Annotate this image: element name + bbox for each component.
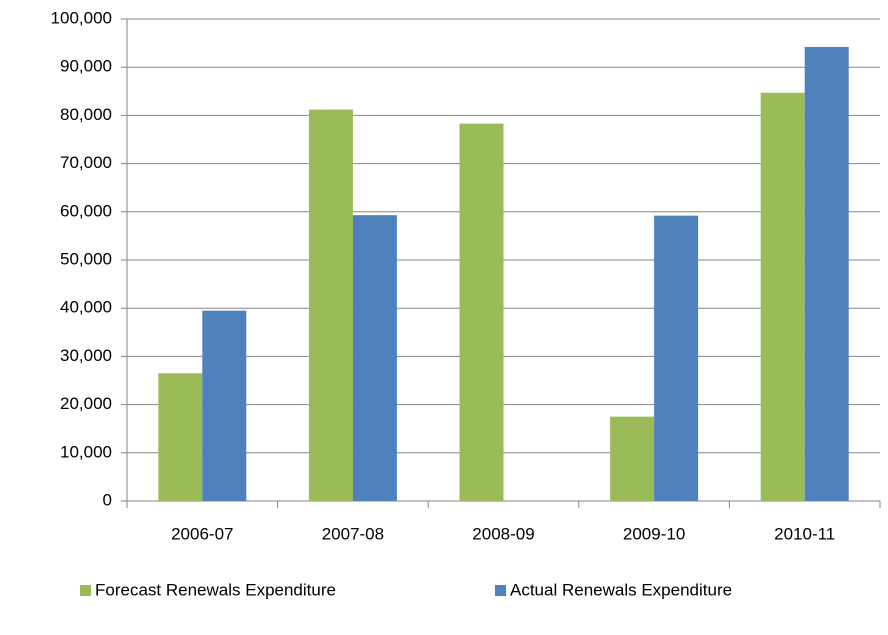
bar [760,92,805,501]
y-tick-label: 40,000 [60,298,112,317]
bar [459,123,504,502]
y-tick-label: 20,000 [60,394,112,413]
bar [610,416,655,501]
x-tick-label: 2009-10 [623,524,685,543]
y-tick-label: 80,000 [60,105,112,124]
legend-swatch [80,585,91,596]
y-tick-label: 50,000 [60,249,112,268]
x-tick-label: 2006-07 [171,524,233,543]
y-tick-label: 30,000 [60,346,112,365]
legend-swatch [495,585,506,596]
bar [654,215,699,501]
bar [158,373,203,501]
x-tick-label: 2007-08 [322,524,384,543]
y-tick-label: 100,000 [51,8,112,27]
x-tick-label: 2008-09 [472,524,534,543]
x-tick-label: 2010-11 [774,524,835,543]
legend-label: Forecast Renewals Expenditure [95,580,336,599]
y-tick-label: 70,000 [60,153,112,172]
bar [308,109,353,501]
legend-label: Actual Renewals Expenditure [510,580,732,599]
bar [202,310,247,501]
y-tick-label: 0 [103,490,112,509]
bar [352,215,397,501]
y-tick-label: 10,000 [60,442,112,461]
y-tick-label: 60,000 [60,201,112,220]
bar [804,46,849,502]
y-tick-label: 90,000 [60,57,112,76]
